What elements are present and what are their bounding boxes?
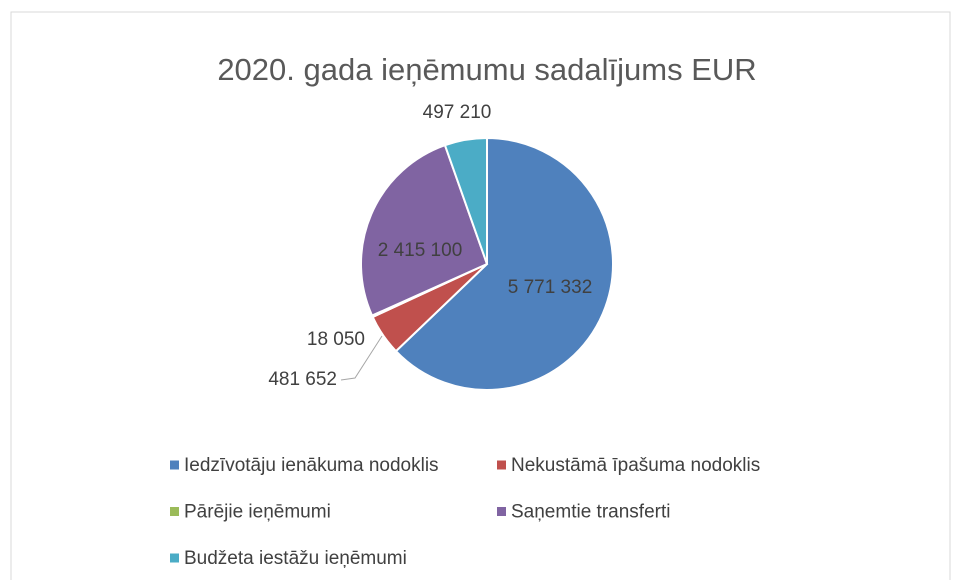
data-label: 497 210 bbox=[423, 102, 492, 123]
legend-label: Saņemtie transferti bbox=[511, 502, 670, 523]
data-label: 5 771 332 bbox=[508, 277, 593, 298]
legend-swatch bbox=[497, 507, 506, 516]
legend-label: Pārējie ieņēmumi bbox=[184, 502, 331, 523]
leader-line bbox=[340, 335, 383, 381]
legend: Iedzīvotāju ienākuma nodoklis Nekustāmā ī… bbox=[170, 455, 760, 569]
data-label: 481 652 bbox=[268, 369, 337, 390]
pie: 5 771 332 481 652 18 050 2 415 100 497 210 bbox=[268, 102, 614, 391]
pie-slice bbox=[394, 136, 614, 391]
data-label: 2 415 100 bbox=[378, 240, 463, 261]
legend-label: Iedzīvotāju ienākuma nodoklis bbox=[184, 455, 439, 476]
chart-frame bbox=[10, 11, 951, 580]
pie-slice bbox=[443, 136, 488, 265]
legend-swatch bbox=[170, 460, 179, 470]
chart-title: 2020. gada ieņēmumu sadalījums EUR bbox=[217, 52, 756, 87]
data-label: 18 050 bbox=[307, 329, 365, 350]
legend-swatch bbox=[170, 553, 179, 563]
legend-label: Nekustāmā īpašuma nodoklis bbox=[511, 455, 760, 476]
legend-swatch bbox=[497, 460, 506, 470]
pie-slice bbox=[360, 143, 489, 317]
legend-swatch bbox=[170, 507, 179, 516]
legend-label: Budžeta iestāžu ieņēmumi bbox=[184, 548, 407, 569]
